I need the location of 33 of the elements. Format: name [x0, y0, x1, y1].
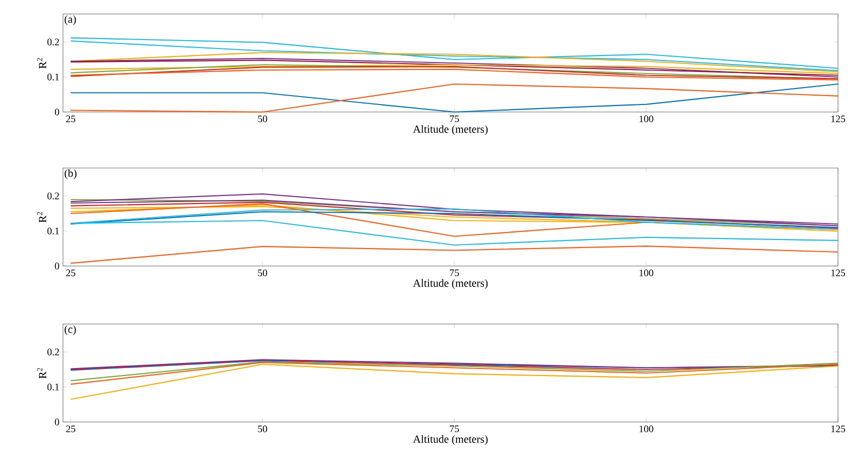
- y-axis-title: R$^{2}$: [37, 212, 46, 223]
- x-tick-label: 100: [640, 426, 654, 432]
- x-tick-label: 50: [258, 116, 268, 122]
- y-tick-label: 0.1: [47, 384, 59, 390]
- x-axis-title: Altitude (meters): [413, 435, 488, 446]
- x-axis-title: Altitude (meters): [413, 125, 488, 136]
- x-tick-label: 100: [640, 270, 654, 276]
- annotation: (c): [64, 325, 76, 336]
- y-tick-label: 0.2: [47, 38, 59, 46]
- y-axis-title: R$^{2}$: [37, 368, 46, 379]
- x-tick-label: 125: [831, 426, 846, 432]
- x-tick-label: 75: [450, 116, 459, 122]
- y-tick-label: 0.1: [47, 228, 59, 234]
- x-tick-label: 125: [831, 270, 846, 276]
- y-tick-label: 0.2: [47, 192, 59, 200]
- y-tick-label: 0: [54, 418, 60, 426]
- x-tick-label: 25: [66, 270, 76, 276]
- x-tick-label: 25: [66, 426, 76, 432]
- y-tick-label: 0.1: [47, 74, 59, 80]
- x-tick-label: 75: [450, 270, 459, 276]
- x-tick-label: 100: [640, 116, 654, 122]
- x-tick-label: 125: [831, 116, 846, 122]
- annotation: (b): [64, 169, 76, 180]
- y-tick-label: 0: [54, 108, 60, 116]
- y-tick-label: 0.2: [47, 348, 59, 356]
- x-tick-label: 75: [450, 426, 459, 432]
- y-tick-label: 0: [54, 262, 60, 270]
- x-tick-label: 50: [258, 270, 268, 276]
- x-tick-label: 25: [66, 116, 76, 122]
- y-axis-title: R$^{2}$: [37, 58, 46, 69]
- annotation: (a): [64, 15, 76, 26]
- x-tick-label: 50: [258, 426, 268, 432]
- x-axis-title: Altitude (meters): [413, 279, 488, 290]
